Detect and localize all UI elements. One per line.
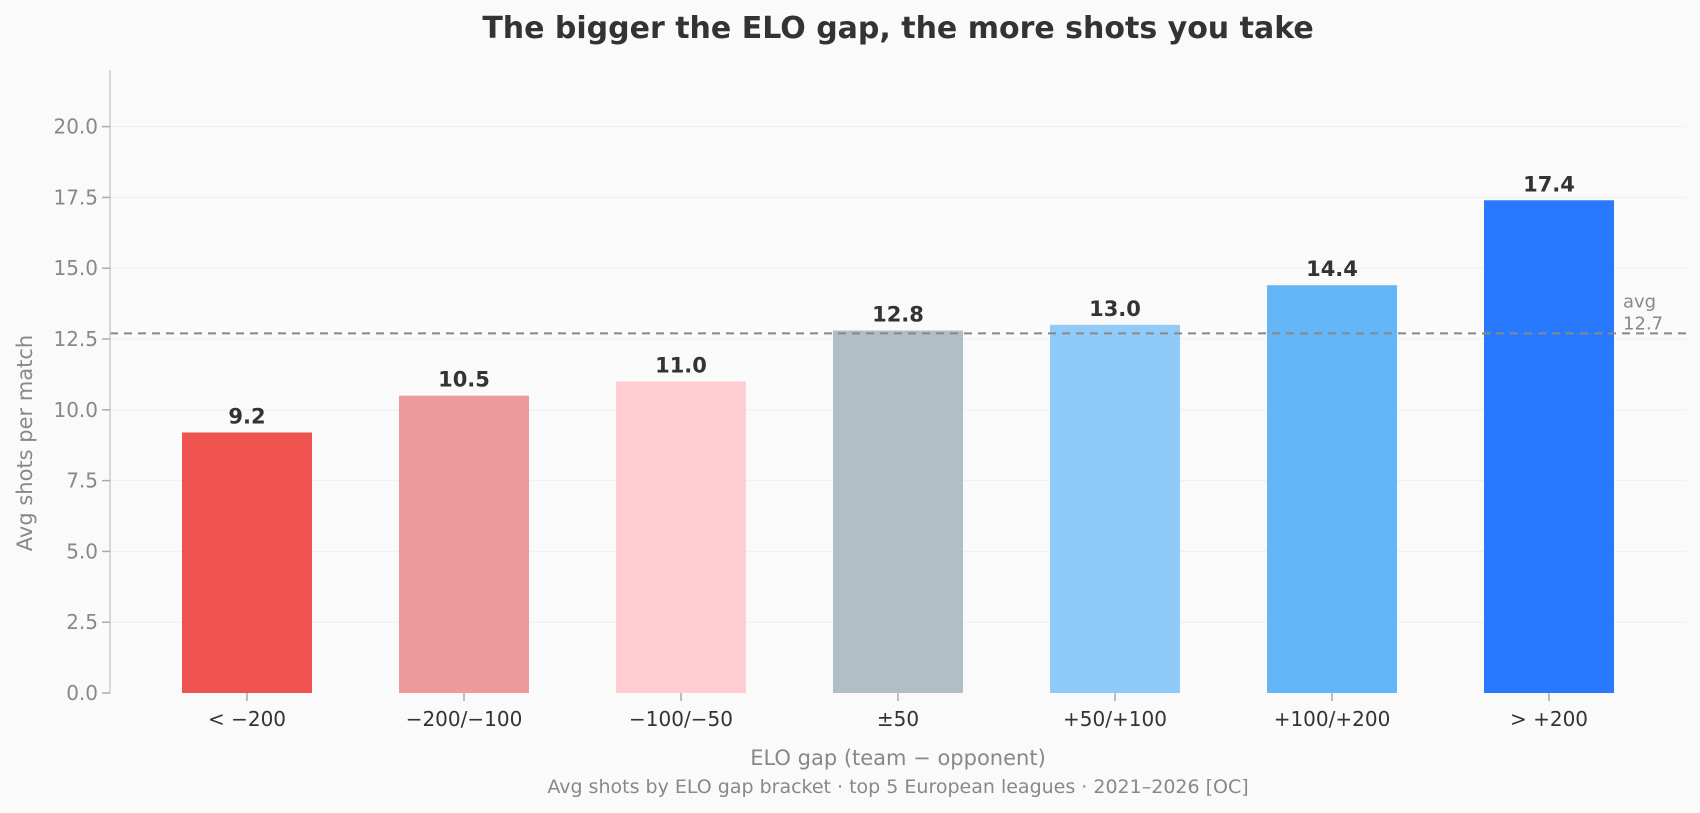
- y-tick-label: 12.5: [53, 327, 98, 351]
- x-tick-label: −200/−100: [406, 707, 523, 731]
- x-tick-label: ±50: [877, 707, 919, 731]
- bar: [1267, 285, 1397, 693]
- bar: [1484, 200, 1614, 693]
- y-tick-label: 5.0: [66, 539, 98, 563]
- y-tick-label: 20.0: [53, 115, 98, 139]
- y-tick-label: 15.0: [53, 256, 98, 280]
- x-tick-label: < −200: [208, 707, 286, 731]
- bar-value-label: 17.4: [1523, 172, 1575, 196]
- y-tick-label: 7.5: [66, 469, 98, 493]
- average-label-text: avg: [1623, 291, 1656, 312]
- x-tick-label: +100/+200: [1274, 707, 1391, 731]
- bar-value-label: 13.0: [1089, 297, 1141, 321]
- bar: [399, 395, 529, 693]
- average-reference: avg 12.7: [110, 291, 1686, 335]
- bar-value-label: 9.2: [228, 404, 265, 428]
- y-axis-title: Avg shots per match: [13, 335, 37, 552]
- chart-title: The bigger the ELO gap, the more shots y…: [482, 11, 1313, 46]
- bar: [1050, 324, 1180, 693]
- x-axis-title: ELO gap (team − opponent): [750, 746, 1046, 770]
- y-tick-label: 17.5: [53, 185, 98, 209]
- bars: [182, 200, 1614, 693]
- bar-value-label: 11.0: [655, 354, 707, 378]
- bar-value-label: 14.4: [1306, 257, 1358, 281]
- y-tick-label: 10.0: [53, 398, 98, 422]
- average-label-value: 12.7: [1623, 313, 1663, 334]
- bar: [616, 381, 746, 693]
- y-axis-ticks: 0.0 2.5 5.0 7.5 10.0 12.5 15.0 17.5 20.0: [53, 115, 110, 705]
- y-tick-label: 2.5: [66, 610, 98, 634]
- bar: [182, 432, 312, 693]
- chart-caption: Avg shots by ELO gap bracket · top 5 Eur…: [547, 776, 1248, 798]
- x-tick-label: > +200: [1510, 707, 1588, 731]
- bar-value-label: 10.5: [438, 368, 490, 392]
- x-tick-label: +50/+100: [1063, 707, 1167, 731]
- x-tick-label: −100/−50: [629, 707, 733, 731]
- bar-value-label: 12.8: [872, 303, 924, 327]
- x-axis-labels: < −200 −200/−100 −100/−50 ±50 +50/+100 +100/+…: [208, 693, 1588, 731]
- value-labels: 9.2 10.5 11.0 12.8 13.0 14.4 17.4: [228, 172, 1575, 428]
- y-tick-label: 0.0: [66, 681, 98, 705]
- bar: [833, 330, 963, 693]
